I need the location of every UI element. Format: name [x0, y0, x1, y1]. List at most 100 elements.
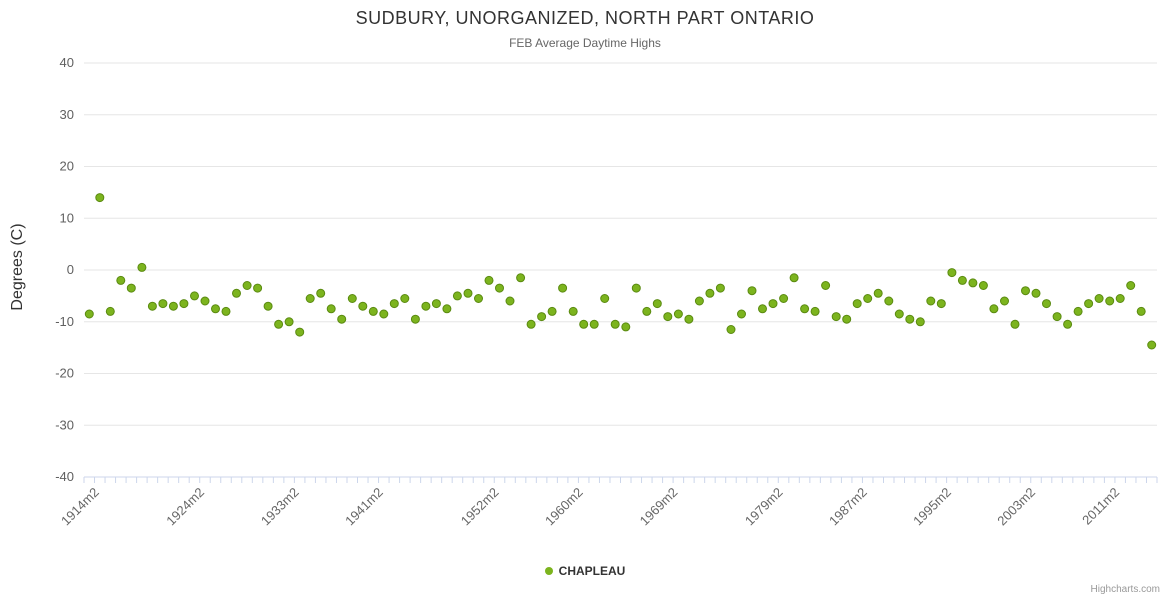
- data-point[interactable]: [326, 304, 336, 314]
- data-point[interactable]: [211, 304, 220, 314]
- data-point[interactable]: [358, 301, 368, 311]
- data-point[interactable]: [158, 299, 168, 309]
- data-point[interactable]: [368, 306, 378, 316]
- data-point[interactable]: [452, 291, 462, 301]
- data-point[interactable]: [663, 312, 673, 322]
- data-point[interactable]: [926, 296, 936, 306]
- data-point[interactable]: [495, 283, 504, 293]
- data-point[interactable]: [1084, 299, 1094, 309]
- data-point[interactable]: [200, 296, 210, 306]
- data-point[interactable]: [589, 319, 599, 329]
- data-point[interactable]: [232, 288, 241, 298]
- data-point[interactable]: [715, 283, 725, 293]
- data-point[interactable]: [190, 291, 199, 301]
- data-point[interactable]: [684, 314, 694, 324]
- data-point[interactable]: [168, 301, 178, 311]
- data-point[interactable]: [284, 317, 294, 327]
- highcharts-credits-link[interactable]: Highcharts.com: [1090, 584, 1160, 595]
- data-point[interactable]: [1073, 306, 1083, 316]
- data-point[interactable]: [1031, 288, 1041, 298]
- data-point[interactable]: [505, 296, 515, 306]
- data-point[interactable]: [547, 306, 557, 316]
- data-point[interactable]: [884, 296, 894, 306]
- data-point[interactable]: [694, 296, 704, 306]
- data-point[interactable]: [1000, 296, 1009, 306]
- data-point[interactable]: [431, 299, 441, 309]
- data-point[interactable]: [600, 294, 610, 303]
- data-point[interactable]: [379, 309, 389, 319]
- data-point[interactable]: [126, 283, 136, 293]
- data-point[interactable]: [726, 325, 736, 334]
- data-point[interactable]: [568, 306, 578, 316]
- data-point[interactable]: [526, 319, 536, 329]
- data-point[interactable]: [137, 262, 147, 272]
- data-point[interactable]: [410, 314, 420, 324]
- data-point[interactable]: [1105, 296, 1115, 306]
- data-point[interactable]: [442, 304, 452, 314]
- data-point[interactable]: [842, 314, 852, 324]
- data-point[interactable]: [642, 306, 652, 316]
- data-point[interactable]: [737, 309, 746, 319]
- data-point[interactable]: [800, 304, 810, 314]
- data-point[interactable]: [673, 309, 683, 319]
- data-point[interactable]: [831, 312, 841, 322]
- data-point[interactable]: [484, 275, 494, 285]
- data-point[interactable]: [968, 278, 978, 288]
- data-point[interactable]: [253, 283, 263, 293]
- legend-item-chapleau[interactable]: CHAPLEAU: [0, 564, 1170, 578]
- data-point[interactable]: [95, 193, 105, 203]
- data-point[interactable]: [1042, 299, 1051, 309]
- data-point[interactable]: [579, 319, 589, 329]
- data-point[interactable]: [1147, 340, 1157, 350]
- data-point[interactable]: [905, 314, 915, 324]
- data-point[interactable]: [147, 301, 157, 311]
- data-point[interactable]: [305, 294, 315, 303]
- data-point[interactable]: [610, 319, 620, 329]
- data-point[interactable]: [105, 306, 115, 316]
- data-point[interactable]: [768, 299, 778, 309]
- data-point[interactable]: [179, 299, 189, 309]
- data-point[interactable]: [1021, 286, 1030, 296]
- data-point[interactable]: [810, 306, 820, 316]
- data-point[interactable]: [474, 294, 483, 303]
- data-point[interactable]: [389, 299, 399, 309]
- data-point[interactable]: [957, 275, 967, 285]
- data-point[interactable]: [263, 301, 273, 311]
- data-point[interactable]: [894, 309, 904, 319]
- data-point[interactable]: [747, 286, 757, 296]
- data-point[interactable]: [242, 281, 252, 290]
- data-point[interactable]: [337, 314, 347, 324]
- data-point[interactable]: [116, 275, 126, 285]
- data-point[interactable]: [705, 288, 715, 298]
- data-point[interactable]: [516, 273, 526, 283]
- data-point[interactable]: [989, 304, 999, 314]
- data-point[interactable]: [347, 294, 357, 303]
- data-point[interactable]: [947, 268, 957, 278]
- data-point[interactable]: [631, 283, 641, 293]
- data-point[interactable]: [221, 306, 231, 316]
- data-point[interactable]: [1115, 294, 1125, 303]
- data-point[interactable]: [936, 299, 946, 309]
- data-point[interactable]: [978, 281, 988, 290]
- data-point[interactable]: [852, 299, 862, 309]
- data-point[interactable]: [652, 299, 662, 309]
- data-point[interactable]: [295, 327, 305, 337]
- data-point[interactable]: [621, 322, 631, 332]
- data-point[interactable]: [316, 288, 326, 298]
- data-point[interactable]: [1052, 312, 1062, 322]
- data-point[interactable]: [1126, 281, 1136, 290]
- data-point[interactable]: [1063, 319, 1073, 329]
- data-point[interactable]: [421, 301, 431, 311]
- data-point[interactable]: [758, 304, 767, 314]
- data-point[interactable]: [463, 288, 473, 298]
- data-point[interactable]: [873, 288, 883, 298]
- data-point[interactable]: [84, 309, 94, 319]
- data-point[interactable]: [1136, 306, 1146, 316]
- data-point[interactable]: [1010, 319, 1020, 329]
- data-point[interactable]: [400, 294, 410, 303]
- data-point[interactable]: [558, 283, 568, 293]
- data-point[interactable]: [274, 319, 284, 329]
- data-point[interactable]: [1094, 294, 1104, 303]
- data-point[interactable]: [779, 294, 789, 303]
- data-point[interactable]: [915, 317, 925, 327]
